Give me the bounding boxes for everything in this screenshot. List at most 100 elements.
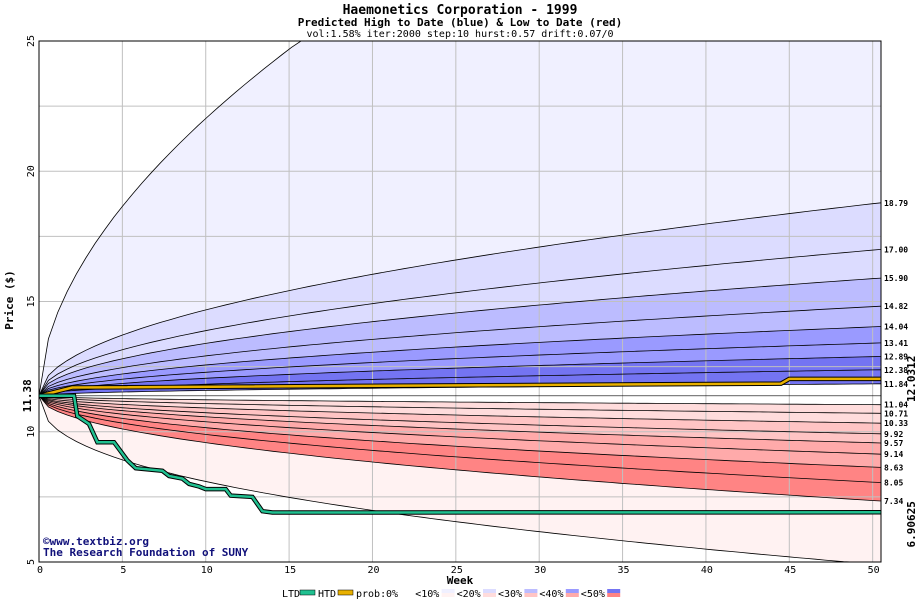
blue-band-3: [39, 278, 881, 396]
x-tick-label: 5: [120, 565, 126, 576]
x-tick-label: 40: [701, 565, 713, 576]
red-band-6: [39, 395, 881, 468]
quantile-end-label: 9.14: [884, 450, 903, 459]
quantile-end-label: 10.33: [884, 419, 908, 428]
quantile-line: [38, 395, 882, 406]
quantile-end-label: 14.04: [884, 323, 908, 332]
quantile-line: [38, 395, 882, 435]
legend-htd-label: HTD: [318, 589, 336, 600]
quantile-end-label: 12.38: [884, 366, 908, 375]
quantile-line: [38, 395, 882, 444]
x-tick-label: 0: [37, 565, 43, 576]
quantile-line: [38, 277, 882, 397]
x-tick-label: 45: [784, 565, 796, 576]
htd-end-label: 12.0312: [905, 356, 918, 402]
legend-bin-swatch-red: [524, 593, 538, 597]
quantile-line: [38, 395, 881, 563]
red-band-5: [39, 395, 881, 455]
blue-band-8: [39, 369, 881, 396]
legend-bin-swatch-blue: [607, 589, 621, 593]
quantile-line: [38, 395, 882, 468]
x-tick-label: 10: [201, 565, 213, 576]
blue-band-2: [39, 249, 881, 396]
quantile-line: [38, 342, 882, 397]
y-tick-label: 5: [26, 559, 37, 565]
quantile-line: [38, 395, 882, 424]
legend-ltd-label: LTD: [282, 589, 300, 600]
blue-band-4: [39, 306, 881, 396]
quantile-end-label: 7.34: [884, 497, 903, 506]
quantile-end-label: 8.05: [884, 479, 903, 488]
chart-grid: [39, 41, 881, 562]
legend-bin-label: 0%: [386, 589, 398, 600]
legend: LTD HTD prob: 0% <10% <20% <30% <40% <50%: [282, 589, 621, 600]
x-tick-label: 25: [451, 565, 463, 576]
x-axis-label: Week: [447, 574, 474, 587]
legend-bin-label: <10%: [415, 589, 439, 600]
legend-bin-swatch-blue: [524, 589, 538, 593]
red-band-4: [39, 395, 881, 443]
blue-band-0: [39, 41, 881, 396]
quantile-end-label: 11.04: [884, 401, 908, 410]
x-tick-label: 35: [618, 565, 630, 576]
legend-bin-swatch-blue: [483, 589, 496, 593]
red-band-8: [39, 395, 881, 501]
red-band-3: [39, 395, 881, 434]
quantile-line: [38, 202, 882, 396]
legend-bin-swatch-red: [441, 593, 455, 597]
legend-bin-swatch-blue: [441, 589, 455, 593]
x-tick-label: 15: [284, 565, 296, 576]
legend-bin-label: <50%: [581, 589, 605, 600]
legend-bin-swatch-red: [607, 593, 621, 597]
quantile-line: [38, 326, 882, 397]
quantile-line: [38, 356, 882, 397]
credit-line-2: The Research Foundation of SUNY: [43, 546, 249, 559]
red-band-7: [39, 395, 881, 483]
x-tick-label: 50: [868, 565, 880, 576]
legend-prob-label: prob:: [356, 589, 386, 600]
quantile-line: [38, 395, 882, 414]
start-price-label: 11.38: [21, 379, 34, 412]
chart-params: vol:1.58% iter:2000 step:10 hurst:0.57 d…: [306, 29, 613, 40]
quantile-end-label: 9.92: [884, 430, 903, 439]
blue-band-5: [39, 326, 881, 396]
quantile-line: [38, 395, 882, 483]
quantile-end-label: 11.84: [884, 380, 908, 389]
quantile-line: [38, 395, 882, 502]
ltd-line: [39, 394, 882, 514]
legend-bin-swatch-red: [483, 593, 496, 597]
quantile-end-label: 17.00: [884, 245, 908, 254]
htd-line: [38, 377, 881, 398]
x-tick-label: 30: [534, 565, 546, 576]
legend-bin-swatch-red: [400, 593, 414, 597]
quantile-line: [38, 305, 882, 397]
probability-bands: [39, 41, 881, 562]
quantile-line: [38, 249, 882, 397]
legend-ltd-swatch: [299, 589, 316, 596]
quantile-end-label: 15.90: [884, 274, 908, 283]
quantile-end-label: 8.63: [884, 463, 903, 472]
quantile-lines: [38, 40, 882, 563]
ltd-end-label: 6.90625: [905, 501, 918, 547]
quantile-end-label: 14.82: [884, 302, 908, 311]
y-tick-label: 10: [26, 426, 37, 438]
legend-bin-swatch-blue: [400, 589, 414, 593]
quantile-end-label: 18.79: [884, 199, 908, 208]
quantile-end-labels: 18.79 17.00 15.90 14.82 14.04 13.41 12.89 12.38…: [884, 199, 908, 506]
legend-bin-label: <30%: [498, 589, 522, 600]
y-axis-label: Price ($): [3, 270, 16, 330]
quantile-end-label: 12.89: [884, 352, 908, 361]
legend-bin-swatch-red: [565, 593, 579, 597]
y-tick-label: 25: [26, 35, 37, 47]
blue-band-1: [39, 202, 881, 396]
credit-line-1: ©www.textbiz.org: [43, 535, 149, 548]
quantile-end-label: 13.41: [884, 339, 908, 348]
x-tick-label: 20: [367, 565, 379, 576]
legend-bin-label: <40%: [539, 589, 563, 600]
y-tick-label: 15: [26, 295, 37, 307]
quantile-end-label: 9.57: [884, 439, 903, 448]
red-band-2: [39, 395, 881, 424]
blue-band-6: [39, 342, 881, 396]
